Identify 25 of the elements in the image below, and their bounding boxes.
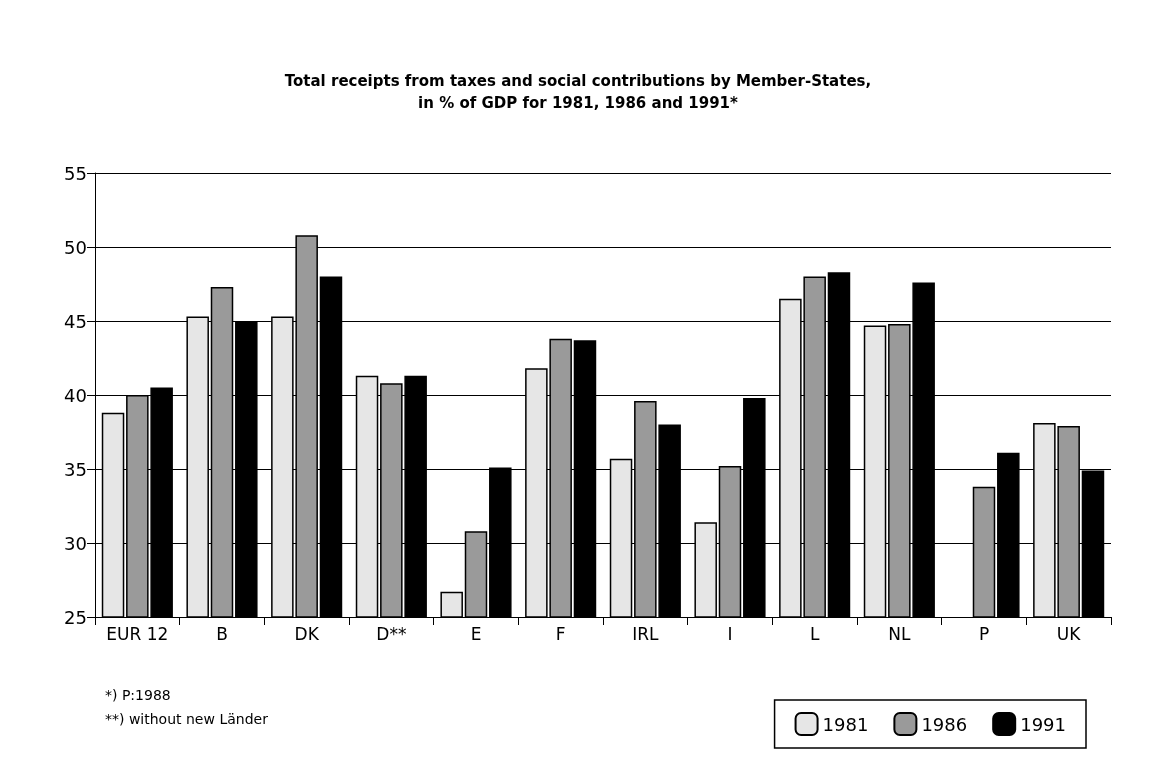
text: **) without new Länder: [105, 710, 268, 729]
y-tick-label: 35: [64, 458, 87, 480]
y-tick-label: 50: [64, 236, 87, 258]
text: *) P:1988: [105, 686, 172, 705]
x-tick-label: E: [470, 623, 482, 644]
x-tick-label: EUR 12: [106, 623, 169, 644]
y-tick-label: 25: [64, 606, 87, 628]
x-tick-label: NL: [888, 623, 911, 644]
legend-label: 1991: [1020, 713, 1066, 735]
y-tick-label: 30: [64, 532, 87, 554]
x-tick-label: D**: [376, 623, 407, 644]
legend-label: 1981: [822, 713, 869, 735]
y-tick-label: 55: [64, 162, 87, 184]
x-tick-label: IRL: [632, 623, 660, 644]
x-tick-label: DK: [294, 623, 320, 644]
y-tick-label: 45: [64, 310, 87, 332]
x-tick-label: UK: [1056, 623, 1082, 644]
x-tick-label: F: [555, 623, 566, 644]
chart-title: Total receipts from taxes and social contributions by Member-States, in % of GDP for 1981, 1986 and 1991*: [284, 72, 872, 112]
x-tick-label: L: [809, 623, 820, 644]
legend-label: 1986: [921, 713, 968, 735]
x-tick-label: B: [216, 623, 228, 644]
y-tick-label: 40: [64, 384, 87, 406]
x-tick-label: I: [727, 623, 733, 644]
x-tick-label: P: [978, 623, 990, 644]
